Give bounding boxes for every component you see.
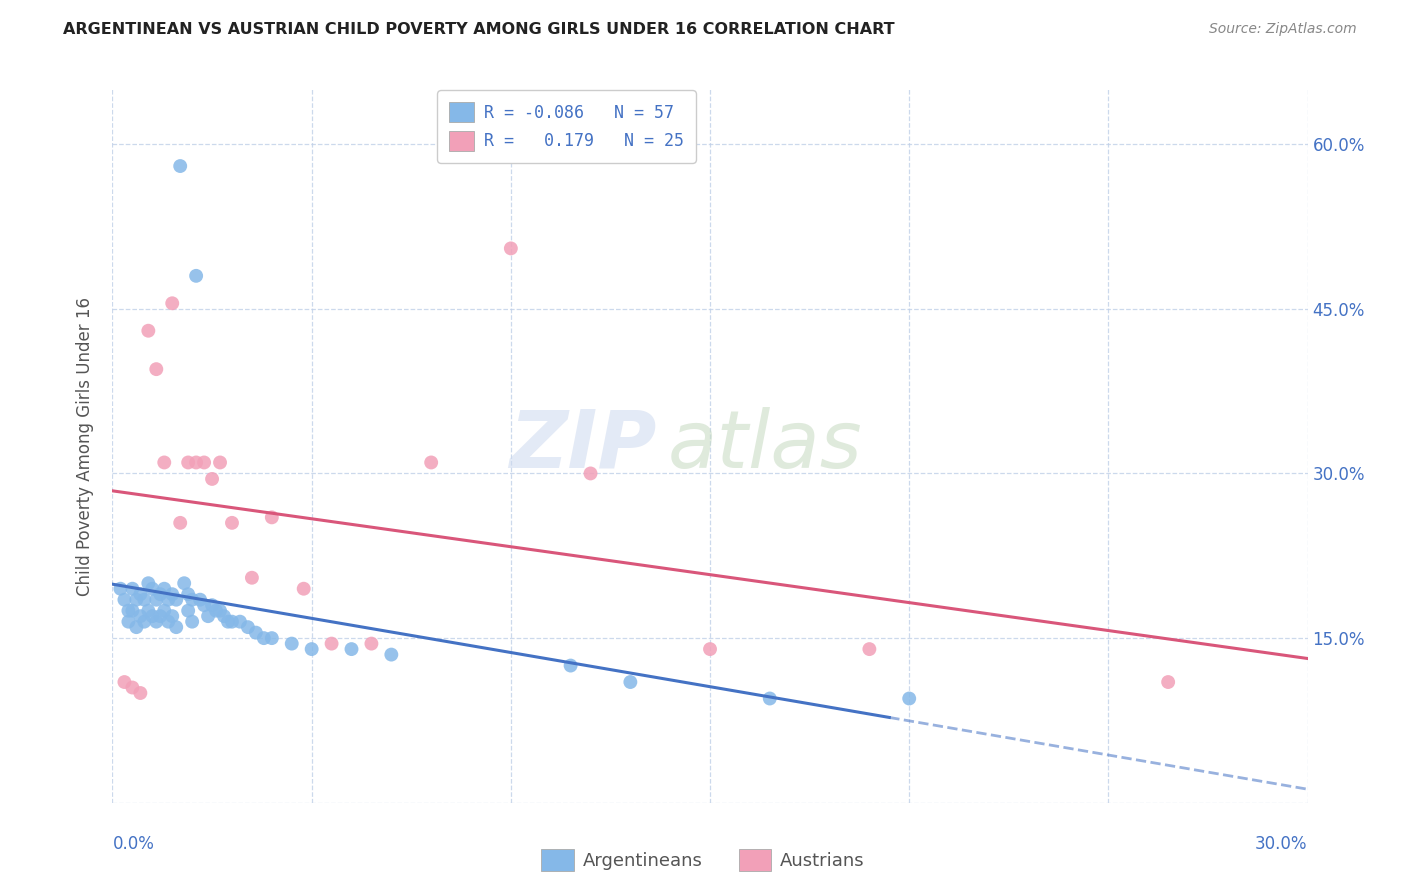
- Text: 0.0%: 0.0%: [112, 835, 155, 853]
- Point: [177, 604, 200, 618]
- Point: [153, 455, 176, 469]
- Point: [117, 615, 139, 629]
- Point: [181, 615, 204, 629]
- Point: [281, 637, 304, 651]
- Point: [153, 604, 176, 618]
- Point: [162, 609, 183, 624]
- Point: [898, 691, 921, 706]
- Y-axis label: Child Poverty Among Girls Under 16: Child Poverty Among Girls Under 16: [76, 296, 94, 596]
- Point: [173, 576, 195, 591]
- Point: [301, 642, 323, 657]
- Point: [114, 675, 135, 690]
- Point: [292, 582, 315, 596]
- Point: [157, 615, 180, 629]
- Point: [145, 362, 167, 376]
- Point: [125, 592, 148, 607]
- Text: Source: ZipAtlas.com: Source: ZipAtlas.com: [1209, 22, 1357, 37]
- Point: [162, 587, 183, 601]
- Point: [138, 324, 160, 338]
- Point: [420, 455, 443, 469]
- Point: [193, 598, 215, 612]
- Point: [217, 615, 239, 629]
- Point: [162, 296, 183, 310]
- Point: [145, 615, 167, 629]
- Point: [149, 609, 172, 624]
- Point: [1157, 675, 1180, 690]
- Text: 30.0%: 30.0%: [1256, 835, 1308, 853]
- Point: [165, 620, 187, 634]
- Point: [360, 637, 382, 651]
- Point: [169, 159, 191, 173]
- Point: [138, 604, 160, 618]
- Point: [321, 637, 343, 651]
- Point: [138, 576, 160, 591]
- Point: [699, 642, 721, 657]
- Point: [579, 467, 602, 481]
- Point: [145, 592, 167, 607]
- Point: [129, 587, 152, 601]
- Point: [141, 609, 163, 624]
- Point: [134, 615, 156, 629]
- Point: [201, 472, 224, 486]
- Point: [121, 582, 143, 596]
- Point: [121, 604, 143, 618]
- Point: [858, 642, 880, 657]
- Point: [560, 658, 582, 673]
- Point: [236, 620, 259, 634]
- Point: [169, 516, 191, 530]
- Point: [117, 604, 139, 618]
- Point: [201, 598, 224, 612]
- Point: [114, 592, 135, 607]
- Point: [141, 582, 163, 596]
- Text: ARGENTINEAN VS AUSTRIAN CHILD POVERTY AMONG GIRLS UNDER 16 CORRELATION CHART: ARGENTINEAN VS AUSTRIAN CHILD POVERTY AM…: [63, 22, 894, 37]
- Point: [212, 609, 235, 624]
- Point: [134, 592, 156, 607]
- Point: [129, 686, 152, 700]
- Point: [110, 582, 132, 596]
- Point: [340, 642, 363, 657]
- Point: [193, 455, 215, 469]
- Point: [380, 648, 402, 662]
- Point: [197, 609, 219, 624]
- Point: [253, 631, 276, 645]
- Point: [149, 587, 172, 601]
- Point: [240, 571, 263, 585]
- Point: [260, 631, 283, 645]
- Point: [209, 455, 232, 469]
- Point: [245, 625, 267, 640]
- Point: [205, 604, 228, 618]
- Legend: R = -0.086   N = 57, R =   0.179   N = 25: R = -0.086 N = 57, R = 0.179 N = 25: [437, 90, 696, 162]
- Point: [125, 620, 148, 634]
- Point: [129, 609, 152, 624]
- Point: [499, 241, 522, 255]
- Point: [186, 268, 208, 283]
- Point: [177, 455, 200, 469]
- Point: [229, 615, 252, 629]
- Point: [260, 510, 283, 524]
- Point: [619, 675, 641, 690]
- Point: [157, 592, 180, 607]
- Legend: Argentineans, Austrians: Argentineans, Austrians: [534, 842, 872, 879]
- Point: [177, 587, 200, 601]
- Point: [153, 582, 176, 596]
- Point: [221, 516, 243, 530]
- Point: [759, 691, 782, 706]
- Point: [186, 455, 208, 469]
- Point: [121, 681, 143, 695]
- Text: ZIP: ZIP: [509, 407, 657, 485]
- Point: [188, 592, 211, 607]
- Text: atlas: atlas: [668, 407, 863, 485]
- Point: [165, 592, 187, 607]
- Point: [221, 615, 243, 629]
- Point: [181, 592, 204, 607]
- Point: [209, 604, 232, 618]
